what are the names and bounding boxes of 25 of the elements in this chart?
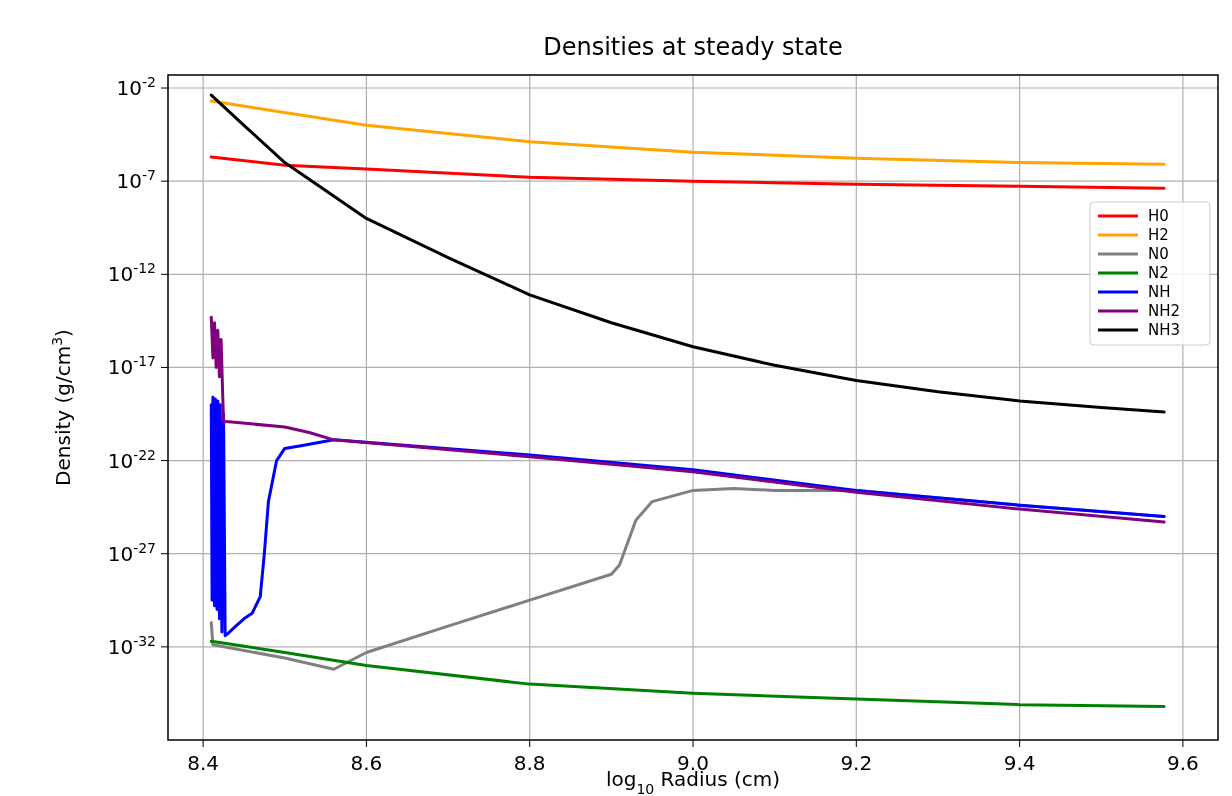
legend-label: H0 [1148, 207, 1169, 225]
x-tick-label: 9.6 [1166, 751, 1199, 775]
x-tick-label: 8.8 [513, 751, 546, 775]
y-tick-label: 10$^{-22}$ [107, 446, 156, 473]
line-series [209, 639, 1166, 708]
y-tick-label: 10$^{-32}$ [107, 632, 156, 659]
x-tick-label: 8.4 [187, 751, 220, 775]
legend-label: NH2 [1148, 302, 1181, 320]
legend-label: NH3 [1148, 321, 1181, 339]
x-tick-label: 9.4 [1003, 751, 1036, 775]
chart-title: Densities at steady state [543, 33, 843, 61]
y-tick-label: 10$^{-12}$ [107, 260, 156, 287]
legend-label: NH [1148, 283, 1171, 301]
y-tick-label: 10$^{-2}$ [116, 74, 156, 101]
line-series [209, 155, 1166, 190]
x-tick-label: 8.6 [350, 751, 383, 775]
y-tick-label: 10$^{-27}$ [107, 539, 156, 566]
x-tick-label: 9.2 [840, 751, 873, 775]
line-series [209, 395, 1166, 638]
legend-label: N0 [1148, 245, 1169, 263]
line-series [209, 99, 1166, 166]
y-tick-label: 10$^{-17}$ [107, 353, 156, 380]
legend-label: H2 [1148, 226, 1169, 244]
y-tick-label: 10$^{-7}$ [116, 167, 156, 194]
legend-label: N2 [1148, 264, 1169, 282]
